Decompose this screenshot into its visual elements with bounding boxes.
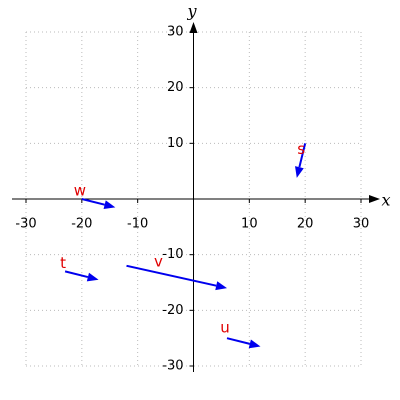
x-tick-label: -10 — [127, 217, 148, 232]
vector-label: v — [154, 252, 163, 270]
x-tick-label: 20 — [297, 217, 314, 232]
y-axis-title: y — [186, 2, 197, 21]
y-tick-label: -30 — [162, 359, 183, 374]
y-axis-arrow — [189, 22, 198, 33]
vector — [226, 337, 251, 345]
vector-label: w — [74, 182, 86, 200]
arrow-head — [215, 281, 227, 291]
y-tick-label: 30 — [167, 25, 184, 40]
vector — [81, 198, 105, 206]
vector — [64, 270, 89, 279]
vector — [126, 264, 217, 287]
x-tick-label: 10 — [241, 217, 258, 232]
x-tick-label: -30 — [15, 217, 36, 232]
y-tick-label: -10 — [162, 247, 183, 262]
arrow-head — [86, 272, 99, 282]
arrow-head — [103, 200, 116, 210]
vector — [298, 143, 307, 168]
arrow-head — [295, 166, 304, 178]
vector-label: u — [220, 319, 230, 337]
x-tick-label: -20 — [71, 217, 92, 232]
y-tick-label: 20 — [167, 80, 184, 95]
arrow-head — [248, 339, 261, 349]
x-tick-label: 30 — [353, 217, 370, 232]
x-axis-arrow — [369, 195, 380, 203]
vector-label: s — [297, 140, 305, 158]
y-tick-label: 10 — [167, 136, 184, 151]
vector-label: t — [60, 254, 66, 272]
x-axis-title: x — [381, 191, 390, 210]
y-tick-label: -20 — [162, 303, 183, 318]
